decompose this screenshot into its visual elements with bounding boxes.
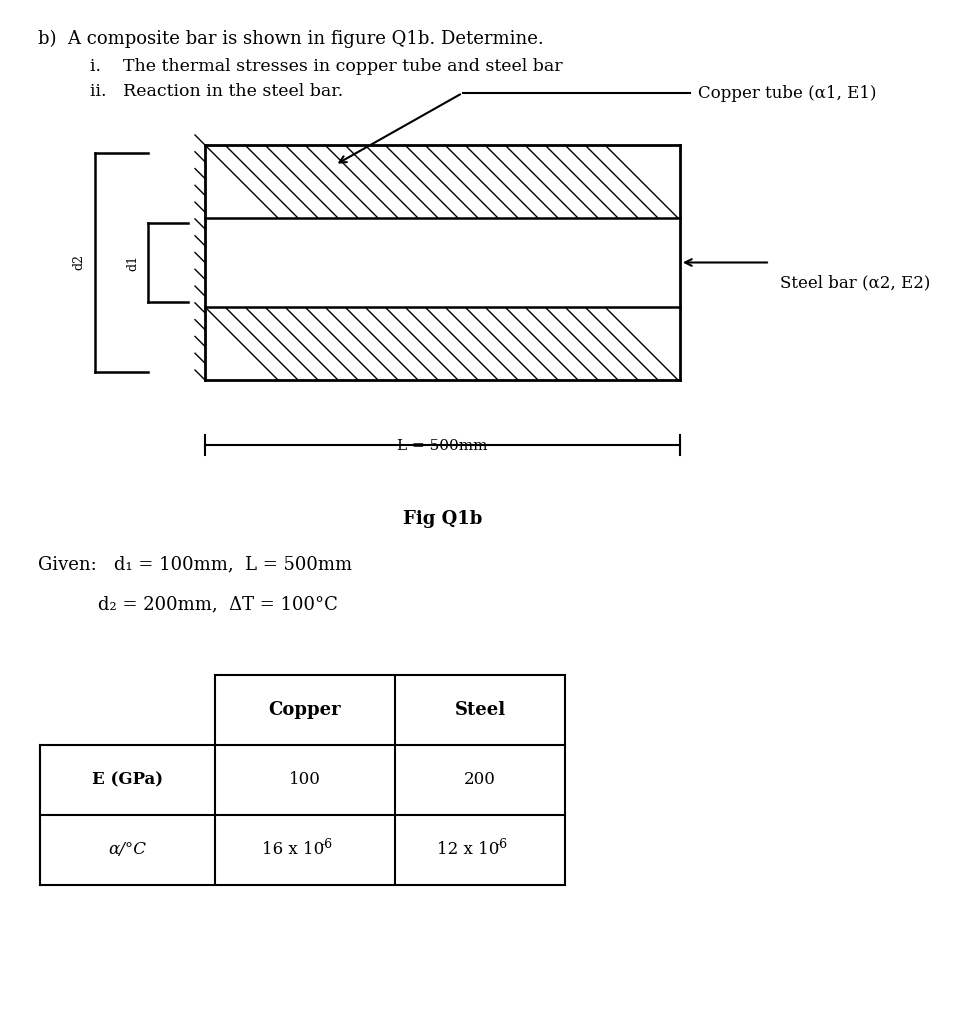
Text: d2: d2 — [72, 255, 85, 270]
Text: L = 500mm: L = 500mm — [398, 439, 488, 453]
Text: α/°C: α/°C — [109, 842, 147, 858]
Text: 100: 100 — [289, 771, 321, 788]
Text: Steel: Steel — [455, 701, 505, 719]
Text: ii.   Reaction in the steel bar.: ii. Reaction in the steel bar. — [90, 83, 343, 100]
Text: -6: -6 — [321, 838, 333, 851]
Text: 200: 200 — [464, 771, 496, 788]
Text: E (GPa): E (GPa) — [92, 771, 163, 788]
Text: -6: -6 — [496, 838, 508, 851]
Text: Copper tube (α1, E1): Copper tube (α1, E1) — [698, 85, 877, 101]
Text: b)  A composite bar is shown in figure Q1b. Determine.: b) A composite bar is shown in figure Q1… — [38, 30, 543, 48]
Text: Copper: Copper — [268, 701, 341, 719]
Text: i.    The thermal stresses in copper tube and steel bar: i. The thermal stresses in copper tube a… — [90, 58, 563, 75]
Text: 16 x 10: 16 x 10 — [261, 842, 324, 858]
Text: 12 x 10: 12 x 10 — [436, 842, 500, 858]
Text: Fig Q1b: Fig Q1b — [402, 510, 482, 528]
Text: d1: d1 — [126, 254, 139, 270]
Text: d₂ = 200mm,  ΔT = 100°C: d₂ = 200mm, ΔT = 100°C — [98, 595, 338, 613]
Text: Steel bar (α2, E2): Steel bar (α2, E2) — [780, 274, 930, 291]
Text: Given:   d₁ = 100mm,  L = 500mm: Given: d₁ = 100mm, L = 500mm — [38, 555, 352, 573]
